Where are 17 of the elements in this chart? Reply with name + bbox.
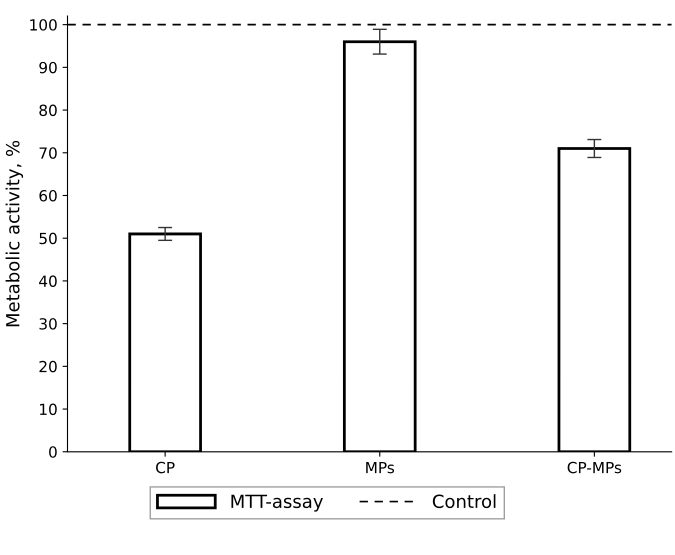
y-tick-label: 30	[40, 318, 57, 330]
legend-label: MTT-assay	[231, 494, 323, 512]
y-tick-label: 100	[30, 19, 57, 31]
y-tick-label: 10	[40, 404, 57, 416]
y-tick-label: 90	[39, 62, 57, 74]
y-tick-label: 0	[49, 446, 57, 458]
y-tick-label: 20	[39, 360, 57, 372]
y-tick-label: 70	[40, 147, 57, 159]
y-tick-label: 60	[39, 190, 57, 202]
y-tick-label: 50	[40, 232, 57, 244]
x-tick-label: MPs	[366, 462, 394, 474]
x-tick-label: CP	[156, 462, 175, 474]
y-tick-label: 80	[39, 104, 57, 116]
y-axis-title: Metabolic activity, %	[6, 140, 24, 326]
y-tick-label: 40	[39, 275, 57, 287]
legend-label: Control	[432, 494, 496, 508]
x-tick-label: CP-MPs	[568, 462, 622, 474]
